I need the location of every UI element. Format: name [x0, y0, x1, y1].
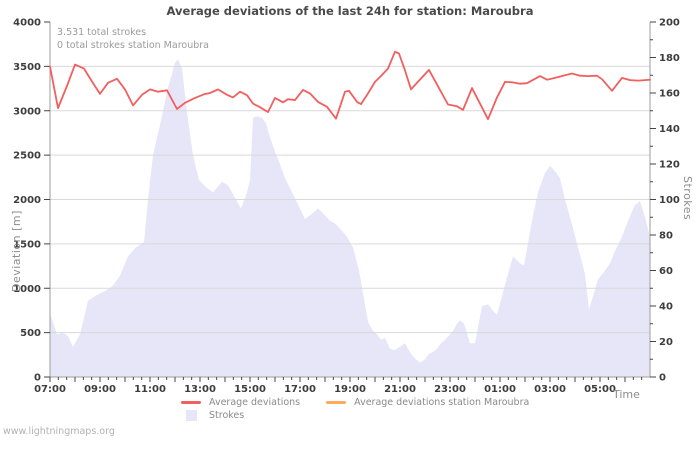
- legend-swatch-average-deviations-station: [326, 401, 347, 404]
- legend-row-strokes: Strokes: [181, 409, 555, 422]
- x-axis-label: Time: [613, 388, 640, 401]
- watermark-link[interactable]: www.lightningmaps.org: [3, 426, 115, 437]
- svg-text:17:00: 17:00: [284, 384, 316, 395]
- svg-text:11:00: 11:00: [134, 384, 166, 395]
- legend: Average deviations Average deviations st…: [181, 396, 555, 422]
- svg-text:40: 40: [659, 302, 673, 313]
- svg-text:20: 20: [659, 337, 673, 348]
- svg-text:1000: 1000: [13, 284, 41, 295]
- svg-text:60: 60: [659, 266, 673, 277]
- svg-text:500: 500: [20, 328, 41, 339]
- svg-text:2000: 2000: [13, 195, 41, 206]
- left-axis-label: Deviation [m]: [10, 210, 23, 292]
- legend-label-average-deviations: Average deviations: [209, 397, 301, 408]
- svg-text:3000: 3000: [13, 106, 41, 117]
- legend-label-strokes: Strokes: [209, 410, 245, 421]
- svg-text:21:00: 21:00: [384, 384, 416, 395]
- chart-title: Average deviations of the last 24h for s…: [166, 4, 534, 18]
- legend-label-average-deviations-station: Average deviations station Maroubra: [354, 397, 530, 408]
- stroke-totals-annotation: 3.531 total strokes 0 total strokes stat…: [57, 27, 209, 52]
- svg-text:05:00: 05:00: [584, 384, 616, 395]
- legend-swatch-average-deviations: [181, 401, 201, 404]
- svg-text:0: 0: [659, 373, 666, 384]
- svg-text:160: 160: [659, 89, 680, 100]
- svg-text:120: 120: [659, 160, 680, 171]
- legend-swatch-strokes: [186, 410, 197, 421]
- svg-text:2500: 2500: [13, 151, 41, 162]
- svg-text:0: 0: [34, 373, 41, 384]
- svg-text:200: 200: [659, 18, 680, 29]
- total-strokes-text: 3.531 total strokes: [57, 27, 147, 38]
- svg-text:80: 80: [659, 231, 673, 242]
- legend-row-lines: Average deviations Average deviations st…: [181, 396, 555, 409]
- svg-text:180: 180: [659, 53, 680, 64]
- svg-text:03:00: 03:00: [534, 384, 566, 395]
- svg-text:09:00: 09:00: [84, 384, 116, 395]
- svg-text:07:00: 07:00: [34, 384, 66, 395]
- svg-text:3500: 3500: [13, 62, 41, 73]
- svg-text:01:00: 01:00: [484, 384, 516, 395]
- svg-text:1500: 1500: [13, 239, 41, 250]
- svg-text:23:00: 23:00: [434, 384, 466, 395]
- svg-text:13:00: 13:00: [184, 384, 216, 395]
- svg-text:19:00: 19:00: [334, 384, 366, 395]
- svg-text:140: 140: [659, 124, 680, 135]
- svg-text:100: 100: [659, 195, 680, 206]
- station-strokes-text: 0 total strokes station Maroubra: [57, 39, 209, 51]
- svg-text:4000: 4000: [13, 18, 41, 29]
- svg-text:15:00: 15:00: [234, 384, 266, 395]
- right-axis-label: Strokes: [681, 176, 694, 221]
